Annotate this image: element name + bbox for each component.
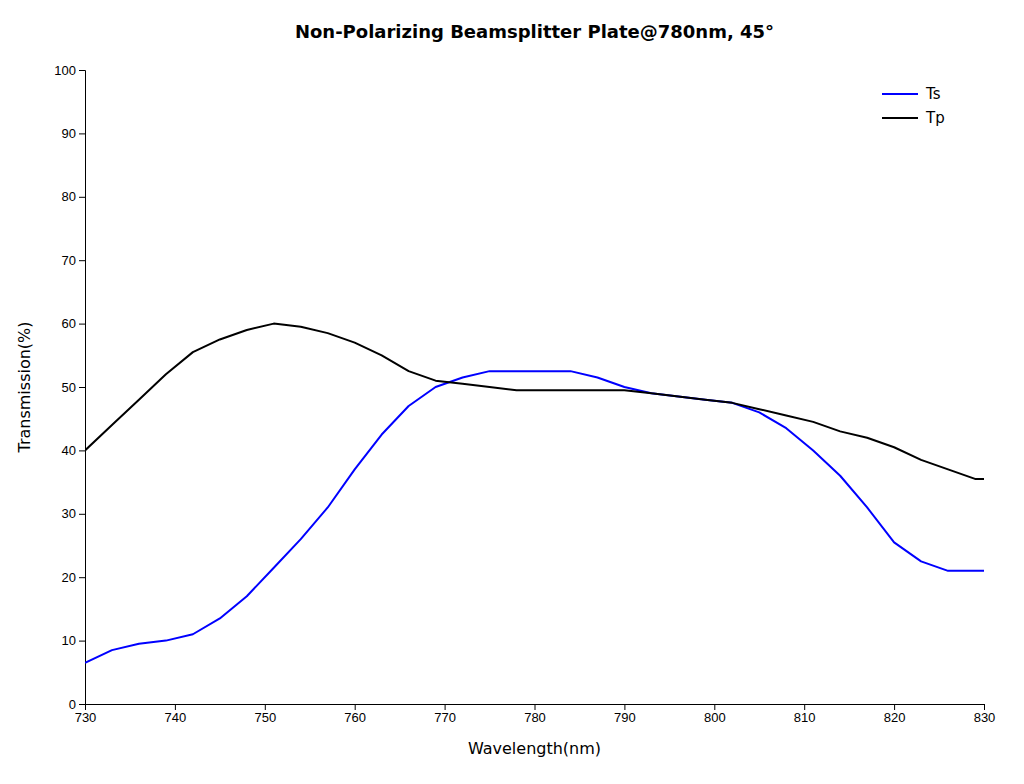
x-tick-mark <box>175 704 176 710</box>
x-tick-label: 830 <box>974 710 996 725</box>
plot-area: 730 740 750 760 770 780 790 800 810 820 830 0 10 20 30… <box>54 63 995 726</box>
series-group <box>85 324 984 663</box>
x-tick-mark <box>804 704 805 710</box>
y-axis-line <box>79 71 86 705</box>
chart-title: Non-Polarizing Beamsplitter Plate@780nm,… <box>295 21 774 42</box>
x-tick-mark <box>265 704 266 710</box>
x-tick-label: 750 <box>254 710 276 725</box>
y-tick-label: 90 <box>62 126 76 141</box>
series-line <box>85 324 984 479</box>
y-tick-mark <box>79 324 85 325</box>
x-tick-label: 730 <box>75 710 97 725</box>
y-tick: 50 <box>62 380 85 395</box>
y-tick-label: 40 <box>62 443 76 458</box>
y-tick-label: 20 <box>62 570 76 585</box>
x-tick: 730 <box>75 704 97 725</box>
y-tick: 40 <box>62 443 85 458</box>
x-tick-mark <box>624 704 625 710</box>
x-tick-mark <box>535 704 536 710</box>
y-tick-label: 50 <box>62 380 76 395</box>
series-line <box>85 371 984 663</box>
y-tick-mark <box>79 641 85 642</box>
x-axis-title: Wavelength(nm) <box>468 739 601 758</box>
legend-label: Tp <box>925 109 945 127</box>
x-tick-label: 740 <box>165 710 187 725</box>
x-tick-label: 800 <box>704 710 726 725</box>
y-tick-mark <box>79 260 85 261</box>
x-tick: 820 <box>884 704 906 725</box>
y-tick: 30 <box>62 506 85 521</box>
legend-swatch <box>882 117 918 119</box>
y-tick: 80 <box>62 189 85 204</box>
x-tick: 830 <box>974 704 996 725</box>
y-tick-mark <box>79 577 85 578</box>
x-tick-label: 760 <box>344 710 366 725</box>
y-tick-label: 70 <box>62 253 76 268</box>
x-tick-label: 810 <box>794 710 816 725</box>
x-axis-line <box>86 705 985 711</box>
x-tick: 770 <box>434 704 456 725</box>
chart: 730 740 750 760 770 780 790 800 810 820 830 0 10 20 30… <box>0 0 1024 784</box>
y-tick: 60 <box>62 316 85 331</box>
legend-item: Tp <box>882 109 945 127</box>
y-tick-label: 60 <box>62 316 76 331</box>
x-tick-mark <box>984 704 985 710</box>
y-tick-mark <box>79 514 85 515</box>
x-tick: 800 <box>704 704 726 725</box>
x-tick-mark <box>894 704 895 710</box>
y-tick: 70 <box>62 253 85 268</box>
x-tick: 750 <box>254 704 276 725</box>
x-tick: 790 <box>614 704 636 725</box>
y-tick: 90 <box>62 126 85 141</box>
x-tick-mark <box>714 704 715 710</box>
y-tick: 20 <box>62 570 85 585</box>
y-tick-label: 0 <box>69 697 76 712</box>
y-tick-mark <box>79 133 85 134</box>
y-tick: 100 <box>54 63 85 78</box>
y-tick: 10 <box>62 633 85 648</box>
y-tick-mark <box>79 387 85 388</box>
y-axis-title: Transmission(%) <box>15 321 34 453</box>
x-tick: 760 <box>344 704 366 725</box>
x-tick-mark <box>355 704 356 710</box>
x-tick: 810 <box>794 704 816 725</box>
y-axis: 0 10 20 30 40 50 60 70 80 90 100 <box>54 63 85 712</box>
y-tick-mark <box>79 70 85 71</box>
x-tick: 740 <box>165 704 187 725</box>
y-tick-mark <box>79 450 85 451</box>
x-tick: 780 <box>524 704 546 725</box>
legend: Ts Tp <box>882 85 945 127</box>
x-axis: 730 740 750 760 770 780 790 800 810 820 830 <box>75 704 996 725</box>
legend-item: Ts <box>882 85 941 103</box>
x-tick-label: 780 <box>524 710 546 725</box>
x-tick-mark <box>445 704 446 710</box>
y-tick-label: 10 <box>62 633 76 648</box>
legend-label: Ts <box>925 85 941 103</box>
y-tick-label: 80 <box>62 189 76 204</box>
legend-swatch <box>882 93 918 95</box>
x-tick-label: 820 <box>884 710 906 725</box>
x-tick-label: 770 <box>434 710 456 725</box>
x-tick-label: 790 <box>614 710 636 725</box>
y-tick: 0 <box>69 697 85 712</box>
y-tick-mark <box>79 704 85 705</box>
y-tick-label: 30 <box>62 506 76 521</box>
y-tick-mark <box>79 197 85 198</box>
y-tick-label: 100 <box>54 63 76 78</box>
